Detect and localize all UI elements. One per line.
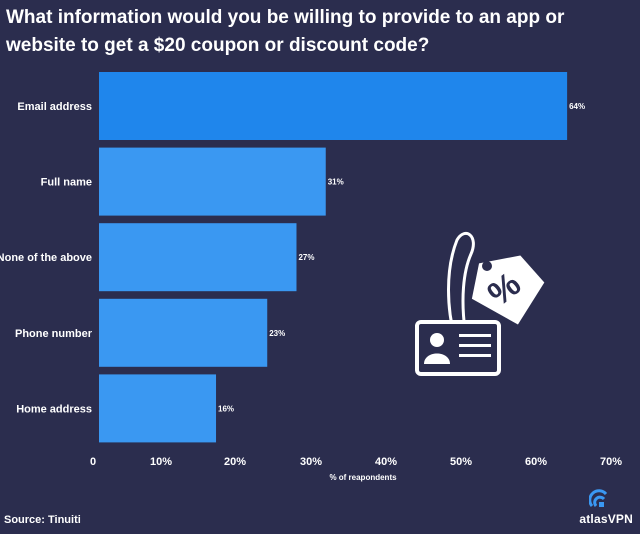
x-tick-label: 50% xyxy=(450,456,472,468)
x-tick-label: 10% xyxy=(150,456,172,468)
data-label: 27% xyxy=(298,253,314,262)
category-label: Full name xyxy=(41,177,92,189)
data-label: 23% xyxy=(269,329,285,338)
chart-title: What information would you be willing to… xyxy=(6,7,565,56)
bar xyxy=(99,298,268,367)
category-label: None of the above xyxy=(0,252,92,264)
coupon-illustration: % xyxy=(415,232,545,376)
data-label: 31% xyxy=(328,178,344,187)
atlas-vpn-logo-icon xyxy=(589,489,608,507)
id-card-icon xyxy=(415,320,501,376)
x-tick-label: 20% xyxy=(224,456,246,468)
bar xyxy=(99,72,568,140)
x-tick-label: 30% xyxy=(300,456,322,468)
category-label: Home address xyxy=(16,403,92,415)
x-tick-label: 40% xyxy=(375,456,397,468)
bar xyxy=(99,147,326,216)
brand-logo: atlasVPN xyxy=(563,486,633,528)
x-axis-label: % of reapondents xyxy=(329,473,397,482)
category-label: Phone number xyxy=(15,328,93,340)
category-label: Email address xyxy=(17,101,92,113)
x-tick-label: 0 xyxy=(90,456,96,468)
data-label: 64% xyxy=(569,102,585,111)
bar-chart: Email address 64% Full name 31% None of the … xyxy=(0,72,622,482)
bar xyxy=(99,374,217,443)
bar xyxy=(99,223,297,292)
data-label: 16% xyxy=(218,404,234,413)
x-tick-label: 60% xyxy=(525,456,547,468)
x-tick-label: 70% xyxy=(600,456,622,468)
discount-tag-icon: % xyxy=(447,232,545,339)
brand-name: atlasVPN xyxy=(579,512,633,526)
source-note: Source: Tinuiti xyxy=(4,514,81,526)
